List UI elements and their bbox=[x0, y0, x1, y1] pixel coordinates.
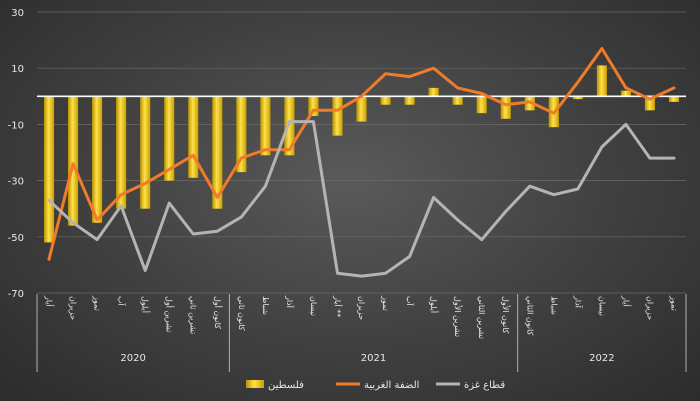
y-tick-label: -50 bbox=[8, 233, 24, 244]
x-axis-years: 2020 2021 2022 bbox=[36, 294, 687, 372]
bar bbox=[596, 65, 607, 97]
x-category-label: آذار bbox=[285, 295, 295, 309]
bar-series bbox=[43, 65, 680, 243]
bar bbox=[332, 96, 343, 136]
x-category-label: أيار bbox=[45, 295, 55, 307]
x-category-label: شباط bbox=[261, 296, 270, 315]
x-category-label: تموز bbox=[381, 295, 390, 311]
x-category-label: آب bbox=[405, 296, 415, 307]
legend-label: فلسطين bbox=[268, 380, 304, 391]
y-axis-ticks: 30 10 -10 -30 -50 -70 bbox=[8, 8, 24, 300]
bar bbox=[43, 96, 55, 243]
year-label: 2020 bbox=[120, 353, 145, 364]
x-category-label: نيسان bbox=[597, 296, 606, 316]
x-category-label: أيار bbox=[621, 295, 631, 307]
bar bbox=[308, 96, 319, 116]
bar bbox=[140, 96, 151, 209]
bar bbox=[404, 96, 415, 105]
x-category-label: حزيران bbox=[69, 296, 78, 320]
year-label: 2022 bbox=[589, 353, 614, 364]
bar bbox=[164, 96, 175, 181]
x-category-label: كانون الثاني bbox=[525, 296, 534, 336]
bar bbox=[212, 96, 223, 209]
bar bbox=[572, 96, 583, 100]
bar bbox=[356, 96, 367, 122]
x-category-label: تشرين الثاني bbox=[477, 296, 486, 339]
x-category-label: أيار ** bbox=[333, 295, 343, 317]
x-category-label: حزيران bbox=[357, 296, 366, 320]
x-category-label: كانون أول bbox=[213, 296, 223, 329]
bar bbox=[668, 96, 680, 102]
x-category-label: شباط bbox=[549, 296, 558, 315]
bar bbox=[452, 96, 463, 105]
bar bbox=[92, 96, 103, 223]
series-line bbox=[47, 47, 676, 261]
y-tick-label: -70 bbox=[8, 289, 24, 300]
x-category-label: كانون الأول bbox=[501, 296, 511, 334]
x-category-label: كانون ثاني bbox=[237, 296, 246, 331]
legend-label: الضفة الغربية bbox=[364, 380, 419, 391]
x-category-label: آب bbox=[117, 296, 127, 307]
bar bbox=[380, 96, 391, 105]
x-category-label: تشرين ثاني bbox=[189, 296, 198, 334]
x-category-label: حزيران bbox=[645, 296, 654, 320]
x-category-label: تشرين أول bbox=[165, 296, 175, 333]
x-category-label: نيسان bbox=[309, 296, 318, 316]
bar bbox=[620, 90, 631, 97]
x-axis-categories: أيار حزيران تموز آب أيلول تشرين أول تشرين ثاني… bbox=[45, 295, 679, 339]
series-line bbox=[47, 120, 676, 278]
bar bbox=[236, 96, 247, 173]
bar bbox=[68, 96, 79, 226]
y-tick-label: 30 bbox=[11, 8, 24, 19]
line-series bbox=[47, 47, 676, 278]
x-category-label: تموز bbox=[93, 295, 102, 311]
y-tick-label: 10 bbox=[11, 64, 24, 75]
y-tick-label: -30 bbox=[8, 177, 24, 188]
bar bbox=[476, 96, 487, 114]
bar bbox=[188, 96, 199, 178]
x-category-label: آذار bbox=[573, 295, 583, 309]
y-tick-label: -10 bbox=[8, 120, 24, 131]
bar bbox=[644, 96, 655, 111]
gridlines bbox=[37, 11, 686, 294]
bar bbox=[500, 96, 511, 119]
year-label: 2021 bbox=[361, 353, 386, 364]
x-category-label: أيلول bbox=[429, 296, 439, 313]
x-category-label: أيلول bbox=[141, 296, 151, 313]
bar bbox=[116, 96, 127, 209]
legend-label: قطاع غزة bbox=[464, 380, 505, 391]
x-category-label: تشرين الأول bbox=[453, 296, 463, 337]
legend-swatch-bar bbox=[246, 380, 264, 388]
legend: فلسطين الضفة الغربية قطاع غزة bbox=[246, 380, 505, 391]
bar bbox=[428, 87, 439, 97]
bar bbox=[260, 96, 271, 156]
x-category-label: تموز bbox=[670, 295, 679, 311]
